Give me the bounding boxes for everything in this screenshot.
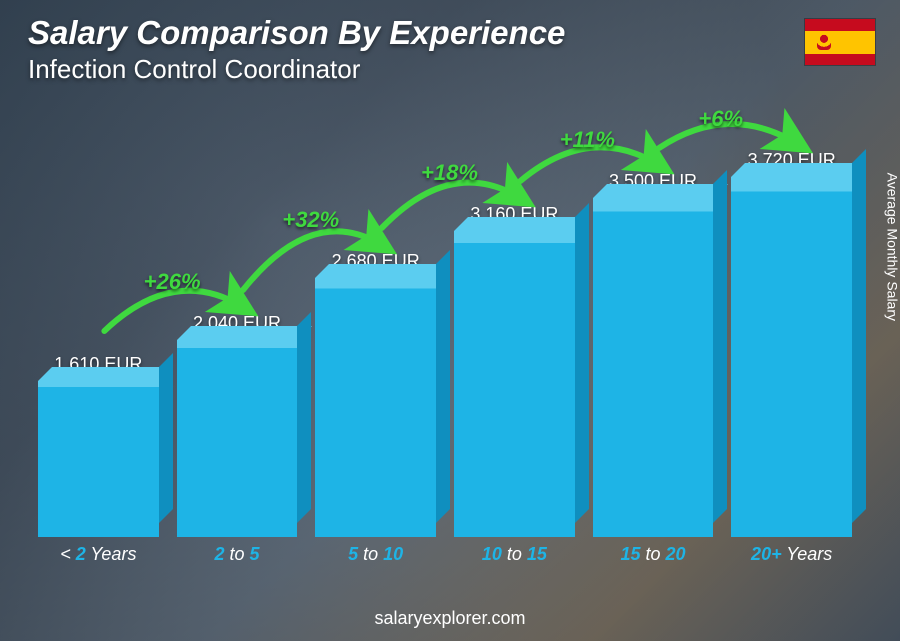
title-block: Salary Comparison By Experience Infectio… — [28, 14, 565, 85]
chart-subtitle: Infection Control Coordinator — [28, 54, 565, 85]
chart-area: 1,610 EUR < 2 Years2,040 EUR 2 to 52,680… — [38, 120, 852, 561]
y-axis-label: Average Monthly Salary — [884, 172, 900, 320]
infographic-stage: Salary Comparison By Experience Infectio… — [0, 0, 900, 641]
increase-arrow-icon — [38, 120, 852, 561]
chart-title: Salary Comparison By Experience — [28, 14, 565, 52]
increase-label: +6% — [698, 106, 743, 132]
footer-attribution: salaryexplorer.com — [0, 608, 900, 629]
spain-flag-icon — [804, 18, 876, 66]
